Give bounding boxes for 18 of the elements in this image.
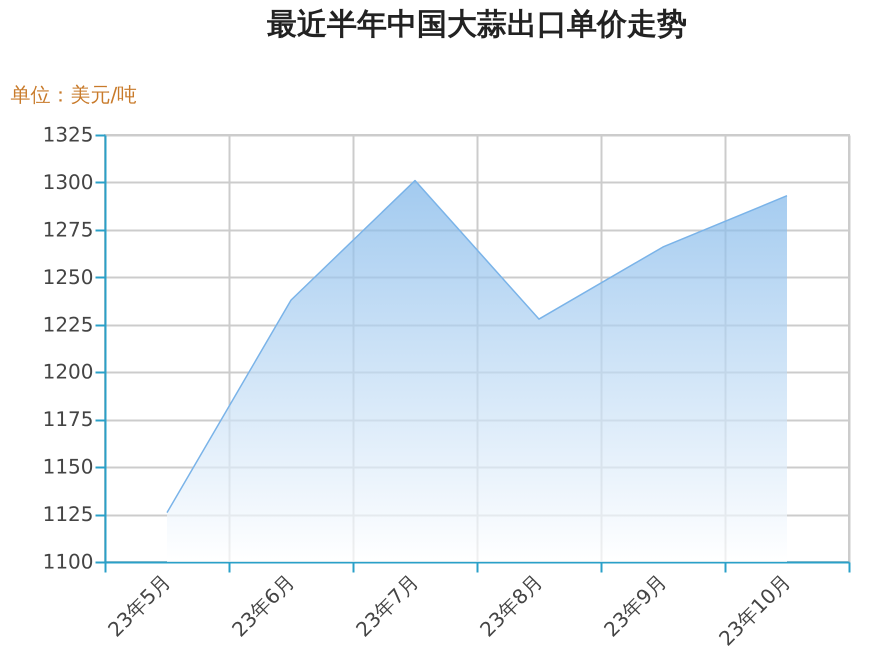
y-tick-label: 1300 xyxy=(42,170,94,194)
y-tick-label: 1325 xyxy=(42,122,94,146)
x-tick-label: 23年9月 xyxy=(599,569,672,642)
y-tick-label: 1100 xyxy=(42,550,94,574)
y-tick-label: 1250 xyxy=(42,264,94,289)
y-tick-label: 1200 xyxy=(42,360,94,384)
x-tick-label: 23年7月 xyxy=(351,569,424,642)
x-tick-label: 23年5月 xyxy=(103,569,176,642)
y-tick-label: 1275 xyxy=(42,217,94,242)
chart-title: 最近半年中国大蒜出口单价走势 xyxy=(267,7,687,42)
x-tick-label: 23年8月 xyxy=(475,569,548,642)
y-axis-title: 单位：美元/吨 xyxy=(10,82,138,106)
x-tick-label: 23年10月 xyxy=(714,569,796,651)
y-tick-label: 1175 xyxy=(42,407,94,432)
x-tick-label: 23年6月 xyxy=(227,569,300,642)
y-tick-label: 1125 xyxy=(42,502,94,526)
y-tick-label: 1150 xyxy=(42,454,94,479)
y-tick-label: 1225 xyxy=(42,312,94,336)
